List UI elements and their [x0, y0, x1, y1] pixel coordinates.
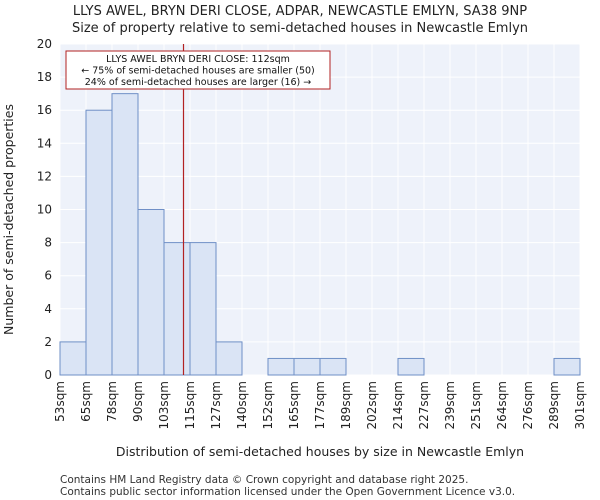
histogram-bar — [85, 109, 113, 376]
x-tick-label: 301sqm — [573, 381, 587, 429]
histogram-bar — [267, 357, 295, 376]
y-axis-label: Number of semi-detached properties — [1, 104, 16, 335]
x-tick-label: 115sqm — [183, 381, 197, 429]
footer-copyright: Contains HM Land Registry data © Crown c… — [60, 474, 469, 486]
x-axis-label: Distribution of semi-detached houses by … — [116, 444, 524, 459]
histogram-bar — [293, 357, 321, 376]
y-tick-label: 10 — [37, 203, 52, 217]
x-tick-label: 202sqm — [365, 381, 379, 429]
x-tick-label: 127sqm — [209, 381, 223, 429]
histogram-bar — [59, 341, 87, 376]
y-tick-label: 14 — [37, 136, 52, 150]
x-tick-label: 276sqm — [521, 381, 535, 429]
y-tick-label: 12 — [37, 169, 52, 183]
x-tick-label: 103sqm — [157, 381, 171, 429]
chart-title: LLYS AWEL, BRYN DERI CLOSE, ADPAR, NEWCA… — [72, 4, 528, 19]
x-tick-label: 152sqm — [261, 381, 275, 429]
histogram-chart: 0 2 4 6 8 10 12 14 16 18 20 53sqm 65sqm 78sqm 90sqm 103… — [1, 37, 587, 459]
y-tick-label: 16 — [37, 103, 52, 117]
footer-licence: Contains public sector information licen… — [60, 486, 516, 498]
x-tick-label: 165sqm — [287, 381, 301, 429]
y-tick-label: 6 — [44, 269, 52, 283]
x-tick-label: 189sqm — [339, 381, 353, 429]
histogram-bar — [163, 242, 191, 376]
y-tick-label: 20 — [37, 37, 52, 51]
histogram-bar — [319, 357, 347, 376]
chart-subtitle: Size of property relative to semi-detach… — [71, 21, 529, 36]
y-tick-label: 2 — [44, 335, 52, 349]
annotation-text: 24% of semi-detached houses are larger (… — [85, 77, 312, 88]
x-tick-label: 264sqm — [495, 381, 509, 429]
histogram-bar — [397, 357, 425, 376]
annotation-text: LLYS AWEL BRYN DERI CLOSE: 112sqm — [106, 54, 290, 65]
x-tick-label: 53sqm — [53, 381, 67, 422]
histogram-bar — [189, 242, 217, 376]
histogram-bar — [137, 209, 165, 376]
x-tick-label: 214sqm — [391, 381, 405, 429]
x-tick-label: 78sqm — [105, 381, 119, 422]
annotation-box — [65, 50, 331, 90]
x-tick-label: 227sqm — [417, 381, 431, 429]
x-tick-label: 90sqm — [131, 381, 145, 422]
x-tick-label: 239sqm — [443, 381, 457, 429]
histogram-bar — [215, 341, 243, 376]
y-tick-label: 4 — [44, 302, 52, 316]
y-tick-label: 0 — [44, 368, 52, 382]
x-tick-label: 140sqm — [235, 381, 249, 429]
histogram-bar — [553, 357, 581, 376]
x-tick-label: 65sqm — [79, 381, 93, 422]
x-tick-label: 177sqm — [313, 381, 327, 429]
annotation-text: ← 75% of semi-detached houses are smalle… — [81, 66, 315, 77]
x-tick-label: 289sqm — [547, 381, 561, 429]
y-tick-label: 8 — [44, 236, 52, 250]
y-tick-label: 18 — [37, 70, 52, 84]
histogram-bar — [111, 93, 139, 376]
x-tick-label: 251sqm — [469, 381, 483, 429]
